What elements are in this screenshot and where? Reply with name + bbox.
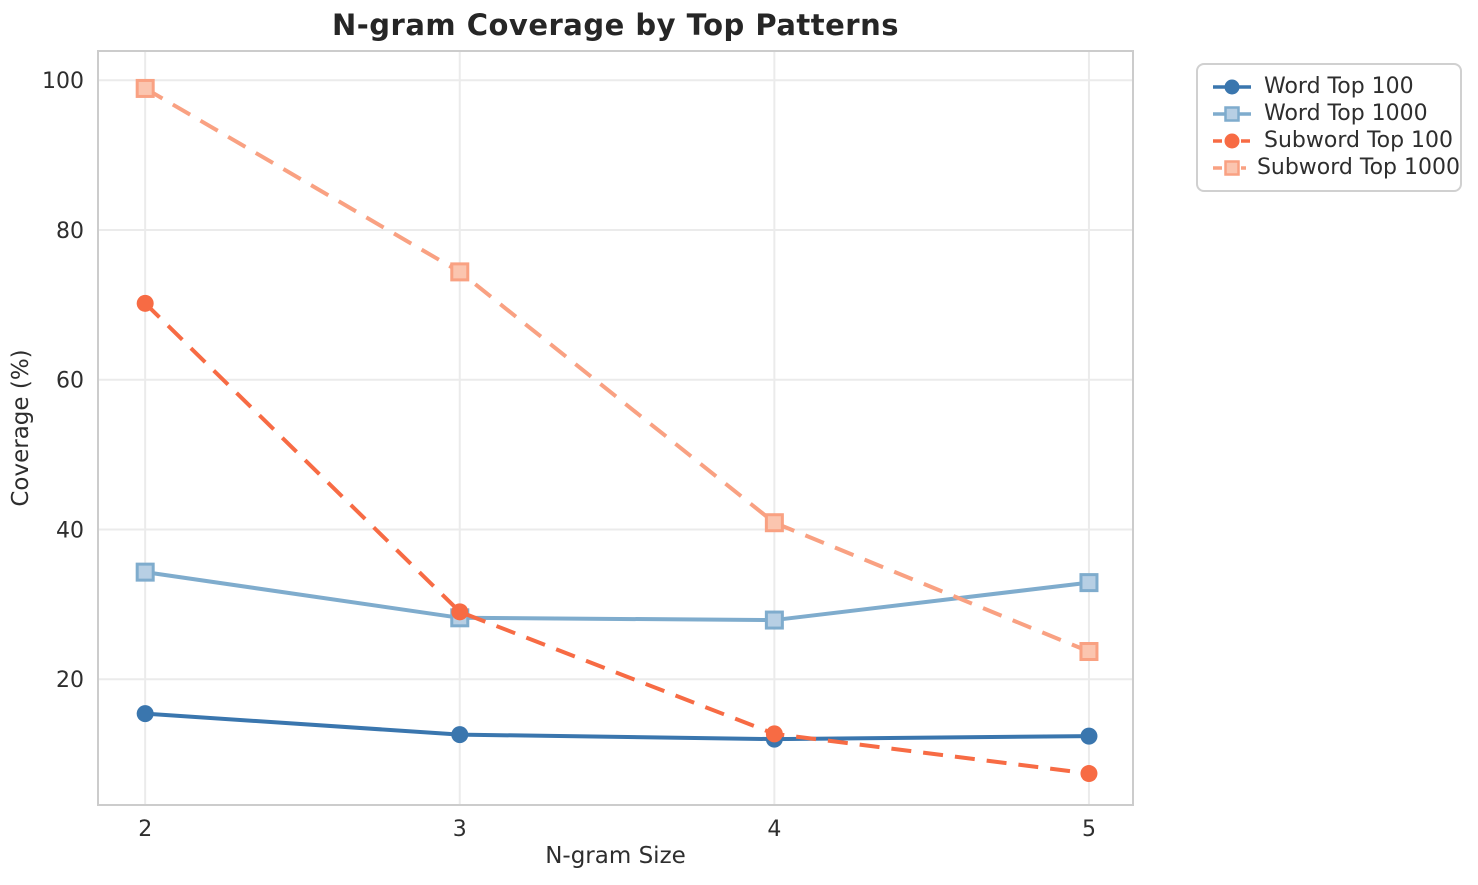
legend-label: Subword Top 100 (1264, 128, 1454, 153)
legend-label: Subword Top 1000 (1256, 155, 1460, 180)
x-tick-label: 2 (138, 817, 152, 842)
plot-border (97, 50, 1134, 806)
marker-subword-top-1000 (764, 513, 784, 533)
marker-subword-top-1000 (135, 78, 155, 98)
legend-line-sample (1213, 105, 1251, 122)
marker-subword-top-1000 (450, 262, 470, 282)
legend-item-word-top-1000: Word Top 1000 (1211, 100, 1460, 127)
legend-line-sample (1213, 133, 1251, 148)
y-tick-label: 80 (56, 219, 84, 244)
series-line-word-top-1000 (144, 570, 1090, 623)
legend: Word Top 100 Word Top 1000 Subword Top 100… (1196, 63, 1462, 192)
y-tick-label: 60 (56, 369, 84, 394)
legend-line-sample (1213, 79, 1251, 94)
marker-word-top-100 (451, 726, 469, 744)
y-axis-label: Coverage (%) (8, 349, 34, 507)
y-tick-label: 20 (56, 668, 84, 693)
legend-item-subword-top-1000: Subword Top 1000 (1211, 154, 1460, 181)
y-tick-label: 100 (42, 69, 84, 94)
legend-item-word-top-100: Word Top 100 (1211, 73, 1460, 100)
x-tick-label: 3 (453, 817, 467, 842)
marker-word-top-100 (136, 705, 154, 723)
marker-word-top-100 (1080, 727, 1098, 745)
y-tick-label: 40 (56, 518, 84, 543)
legend-marker-circle (1224, 133, 1240, 148)
marker-word-top-1000 (764, 610, 784, 630)
x-tick-label: 5 (1082, 817, 1096, 842)
legend-line-sample (1213, 159, 1246, 176)
legend-marker-square (1224, 159, 1240, 176)
marker-subword-top-100 (136, 294, 154, 312)
legend-item-subword-top-100: Subword Top 100 (1211, 127, 1460, 154)
marker-word-top-1000 (1079, 573, 1099, 593)
x-tick-label: 4 (767, 817, 781, 842)
legend-label: Word Top 1000 (1264, 101, 1428, 126)
legend-marker-circle (1224, 79, 1240, 94)
marker-subword-top-100 (1080, 765, 1098, 783)
legend-marker-square (1224, 105, 1240, 122)
marker-subword-top-100 (451, 603, 469, 621)
x-axis-label: N-gram Size (545, 843, 686, 869)
chart-title: N-gram Coverage by Top Patterns (331, 8, 900, 42)
series-line-subword-top-100 (143, 301, 1090, 776)
marker-word-top-1000 (135, 562, 155, 582)
marker-subword-top-1000 (1079, 642, 1099, 662)
series-line-subword-top-1000 (144, 86, 1090, 654)
legend-label: Word Top 100 (1264, 74, 1414, 99)
marker-subword-top-100 (765, 725, 783, 743)
series-line-word-top-100 (145, 711, 1089, 742)
